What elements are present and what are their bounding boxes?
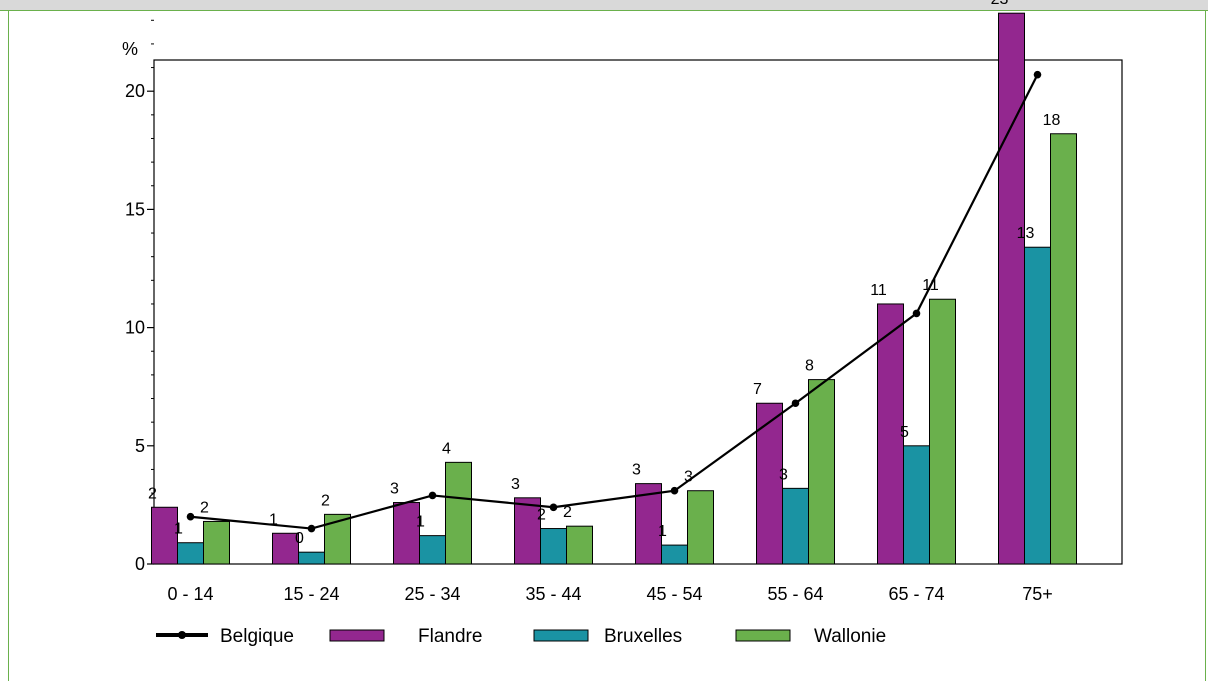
x-axis-ticks: 0 - 14 15 - 24 25 - 34 35 - 44 45 - 54 55 - 6… bbox=[167, 584, 1052, 604]
bar-flandre bbox=[635, 483, 662, 565]
y-tick-label: 15 bbox=[125, 199, 145, 219]
belgique-point bbox=[912, 309, 921, 318]
x-tick-label: 15 - 24 bbox=[283, 584, 339, 604]
bar-wallonie bbox=[1050, 133, 1077, 565]
bar-bruxelles bbox=[782, 487, 809, 565]
legend-swatch-flandre bbox=[329, 629, 385, 642]
legend-label-bruxelles: Bruxelles bbox=[604, 626, 682, 647]
y-tick-label: 10 bbox=[125, 318, 145, 338]
x-tick-label: 65 - 74 bbox=[888, 584, 944, 604]
bar-flandre bbox=[151, 506, 178, 565]
x-tick-label: 75+ bbox=[1022, 584, 1053, 604]
belgique-point bbox=[670, 486, 679, 495]
data-label-bruxelles: 2 bbox=[537, 507, 546, 524]
x-tick-label: 55 - 64 bbox=[767, 584, 823, 604]
top-band bbox=[0, 0, 1208, 11]
legend-point-belgique bbox=[178, 631, 186, 639]
bar-flandre bbox=[998, 12, 1025, 565]
data-label-wallonie: 8 bbox=[805, 358, 814, 375]
data-label-wallonie: 2 bbox=[200, 499, 209, 516]
legend-label-belgique: Belgique bbox=[220, 626, 294, 647]
legend-swatch-bruxelles bbox=[533, 629, 589, 642]
belgique-point bbox=[428, 491, 437, 500]
bar-bruxelles bbox=[540, 528, 567, 565]
bar-bruxelles bbox=[903, 445, 930, 565]
bar-flandre bbox=[514, 497, 541, 565]
belgique-point bbox=[549, 503, 558, 512]
data-label-bruxelles: 0 bbox=[295, 530, 304, 547]
y-axis-label: % bbox=[122, 39, 138, 59]
bar-wallonie bbox=[445, 461, 472, 565]
y-tick-label: 20 bbox=[125, 81, 145, 101]
x-tick-label: 35 - 44 bbox=[525, 584, 581, 604]
belgique-point bbox=[307, 524, 316, 533]
bar-wallonie bbox=[808, 379, 835, 565]
data-label-flandre: 7 bbox=[753, 381, 762, 398]
data-label-bruxelles: 13 bbox=[1017, 225, 1035, 242]
x-tick-label: 45 - 54 bbox=[646, 584, 702, 604]
x-tick-label: 0 - 14 bbox=[167, 584, 213, 604]
bar-wallonie bbox=[929, 298, 956, 565]
bar-flandre bbox=[756, 402, 783, 565]
bar-wallonie bbox=[203, 520, 230, 565]
belgique-line-path bbox=[190, 74, 1039, 530]
bar-bruxelles bbox=[1024, 246, 1051, 565]
bar-flandre bbox=[877, 303, 904, 565]
bar-bruxelles bbox=[419, 535, 446, 565]
belgique-line bbox=[186, 70, 1042, 533]
bar-marks bbox=[151, 12, 1077, 565]
data-label-flandre: 1 bbox=[269, 511, 278, 528]
left-border bbox=[8, 10, 9, 681]
data-label-flandre: 3 bbox=[390, 481, 399, 498]
bar-wallonie bbox=[687, 490, 714, 565]
y-tick-label: 5 bbox=[135, 436, 145, 456]
data-label-wallonie: 2 bbox=[321, 492, 330, 509]
belgique-point bbox=[186, 512, 195, 521]
bar-labels: 21210231432231373811511231318 bbox=[148, 0, 1060, 547]
data-label-bruxelles: 1 bbox=[174, 521, 183, 538]
data-label-wallonie: 2 bbox=[563, 504, 572, 521]
data-label-flandre: 2 bbox=[148, 485, 157, 502]
data-label-bruxelles: 3 bbox=[779, 466, 788, 483]
data-label-bruxelles: 5 bbox=[900, 424, 909, 441]
data-label-flandre: 3 bbox=[632, 462, 641, 479]
data-label-flandre: 23 bbox=[991, 0, 1009, 8]
right-border bbox=[1205, 10, 1206, 681]
y-tick-label: 0 bbox=[135, 554, 145, 574]
bar-wallonie bbox=[324, 513, 351, 565]
data-label-wallonie: 18 bbox=[1043, 112, 1061, 129]
legend-swatch-wallonie bbox=[735, 629, 791, 642]
bar-bruxelles bbox=[298, 551, 325, 565]
bar-flandre bbox=[393, 502, 420, 565]
legend-label-flandre: Flandre bbox=[418, 626, 482, 647]
data-label-wallonie: 4 bbox=[442, 440, 451, 457]
data-label-wallonie: 3 bbox=[684, 469, 693, 486]
legend-label-wallonie: Wallonie bbox=[814, 626, 886, 647]
bar-bruxelles bbox=[661, 544, 688, 565]
belgique-point bbox=[791, 399, 800, 408]
belgique-point bbox=[1033, 70, 1042, 79]
data-label-bruxelles: 1 bbox=[658, 523, 667, 540]
bar-wallonie bbox=[566, 525, 593, 565]
data-label-flandre: 11 bbox=[870, 282, 887, 299]
data-label-bruxelles: 1 bbox=[416, 514, 425, 531]
bar-bruxelles bbox=[177, 542, 204, 565]
y-axis-ticks: 0510152025303540 bbox=[125, 19, 154, 574]
legend: Belgique Flandre Bruxelles Wallonie bbox=[156, 626, 886, 647]
x-tick-label: 25 - 34 bbox=[404, 584, 460, 604]
data-label-flandre: 3 bbox=[511, 476, 520, 493]
bar-flandre bbox=[272, 532, 299, 565]
